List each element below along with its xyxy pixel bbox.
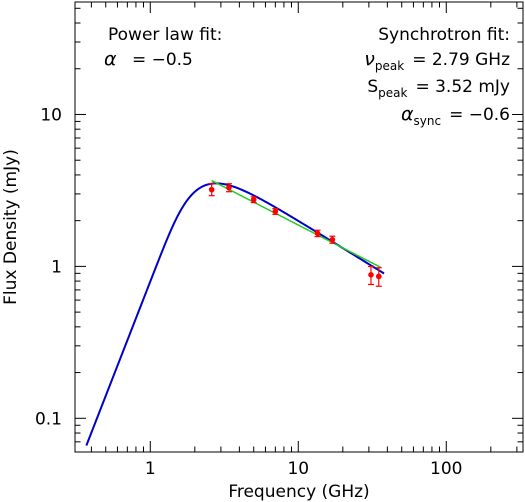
axis-tick-labels: 1 10 100 0.1 1 10 xyxy=(35,105,463,479)
data-point xyxy=(314,230,321,237)
series-power-law-fit xyxy=(211,179,381,268)
y-tick-label: 0.1 xyxy=(35,409,62,429)
x-axis-label: Frequency (GHz) xyxy=(228,482,369,502)
y-axis-label: Flux Density (mJy) xyxy=(1,149,21,305)
x-tick-label: 1 xyxy=(145,459,156,479)
alpha-sync-symbol: α xyxy=(401,103,414,125)
s-value: = 3.52 mJy xyxy=(415,77,510,97)
plot-frame xyxy=(74,1,524,453)
axis-ticks xyxy=(75,2,523,453)
annotation-nu-peak: νpeak = 2.79 GHz xyxy=(364,48,510,73)
y-tick-label: 10 xyxy=(40,105,62,125)
data-points xyxy=(208,183,382,287)
annotation-alpha-sync: αsync = −0.6 xyxy=(401,103,510,128)
nu-symbol: ν xyxy=(364,48,375,70)
annotation-synchrotron-title: Synchrotron fit: xyxy=(378,25,510,45)
alpha-symbol: α xyxy=(104,48,117,70)
s-symbol: S xyxy=(367,77,378,97)
annotation-power-law-alpha: α = −0.5 xyxy=(104,48,193,70)
x-tick-label: 10 xyxy=(287,459,309,479)
s-subscript: peak xyxy=(378,86,407,100)
nu-subscript: peak xyxy=(375,59,404,73)
data-point xyxy=(375,273,382,280)
y-tick-label: 1 xyxy=(51,257,62,277)
nu-value: = 2.79 GHz xyxy=(412,50,510,70)
annotation-power-law-title: Power law fit: xyxy=(108,25,222,45)
data-point xyxy=(208,186,215,193)
data-point xyxy=(329,236,336,243)
alpha-value: = −0.5 xyxy=(132,50,193,70)
data-point xyxy=(226,184,232,191)
data-point xyxy=(272,208,279,215)
alpha-sync-subscript: sync xyxy=(414,114,442,128)
series-synchrotron-fit xyxy=(85,182,385,446)
alpha-sync-value: = −0.6 xyxy=(449,105,510,125)
data-point xyxy=(368,272,374,278)
data-point xyxy=(250,196,257,203)
annotation-s-peak: Speak = 3.52 mJy xyxy=(367,77,510,100)
x-tick-label: 100 xyxy=(430,459,462,479)
